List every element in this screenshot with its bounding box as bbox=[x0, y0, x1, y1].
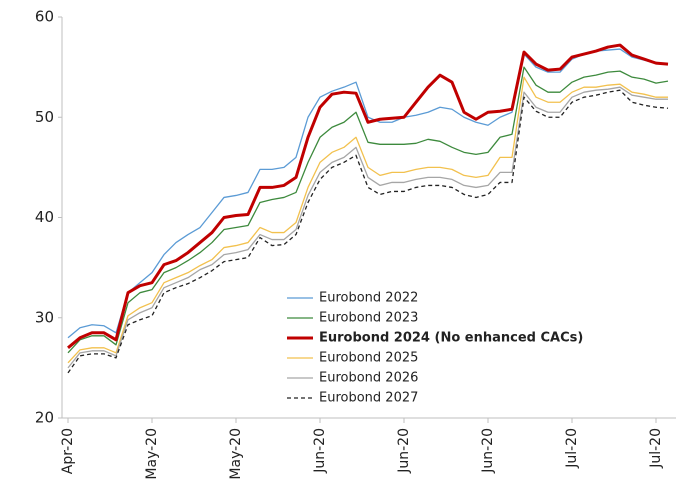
y-tick-label: 20 bbox=[35, 409, 54, 427]
series-line bbox=[67, 48, 669, 339]
y-tick-label: 30 bbox=[35, 308, 54, 326]
y-tick-label: 40 bbox=[35, 208, 54, 226]
x-tick-label: Jun-20 bbox=[312, 428, 328, 474]
series-line bbox=[67, 43, 669, 349]
x-tick-label: Jul-20 bbox=[648, 428, 664, 469]
x-tick-label: May-20 bbox=[144, 428, 160, 480]
x-tick-label: Jun-20 bbox=[396, 428, 412, 474]
x-tick-label: Jun-20 bbox=[480, 428, 496, 474]
legend-label: Eurobond 2022 bbox=[319, 291, 418, 306]
legend-label: Eurobond 2026 bbox=[319, 371, 418, 386]
series-line bbox=[67, 66, 669, 354]
legend-label: Eurobond 2025 bbox=[319, 351, 418, 366]
series-line bbox=[67, 86, 668, 369]
x-tick-label: Apr-20 bbox=[60, 428, 76, 474]
y-tick-label: 50 bbox=[35, 108, 54, 126]
y-tick-label: 60 bbox=[35, 8, 54, 26]
series-line bbox=[67, 89, 669, 374]
x-tick-label: Jul-20 bbox=[564, 428, 580, 469]
series-line bbox=[67, 76, 668, 364]
legend-label: Eurobond 2027 bbox=[319, 391, 418, 406]
x-tick-label: May-20 bbox=[228, 428, 244, 480]
legend-label: Eurobond 2024 (No enhanced CACs) bbox=[319, 331, 583, 346]
legend-label: Eurobond 2023 bbox=[319, 311, 418, 326]
